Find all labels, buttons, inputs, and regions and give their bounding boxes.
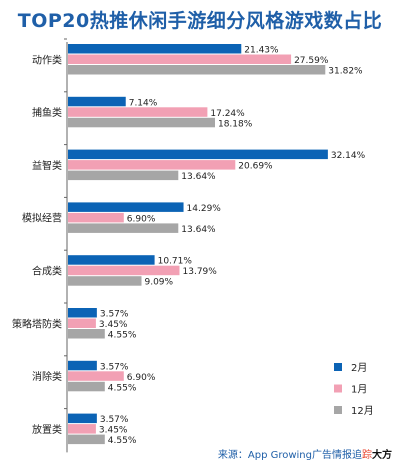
category-label: 合成类: [32, 264, 62, 277]
category-label: 放置类: [32, 423, 62, 436]
bar-value-label: 6.90%: [127, 373, 156, 383]
bar-2月: [68, 44, 242, 54]
bar-value-label: 6.90%: [127, 214, 156, 224]
bar-value-label: 10.71%: [158, 257, 193, 267]
bar-12月: [68, 276, 142, 286]
category-label: 捕鱼类: [32, 106, 62, 119]
source-brand-part-a: 踪: [362, 450, 372, 461]
category-label: 动作类: [32, 53, 62, 66]
source-prefix: 来源：App Growing广告情报追: [217, 450, 362, 461]
bar-value-label: 3.57%: [100, 362, 129, 372]
chart-title: TOP20热推休闲手游细分风格游戏数占比: [17, 10, 383, 32]
bar-1月: [68, 318, 96, 328]
bar-value-label: 3.45%: [99, 426, 128, 436]
bar-value-label: 9.09%: [144, 278, 173, 288]
bar-value-label: 21.43%: [244, 46, 279, 56]
legend-swatch: [334, 406, 342, 414]
bar-1月: [68, 107, 208, 117]
legend-swatch: [334, 363, 342, 371]
category-label: 消除类: [32, 370, 62, 383]
category-label: 模拟经营: [22, 212, 62, 225]
bar-value-label: 20.69%: [238, 162, 273, 172]
bar-value-label: 14.29%: [187, 204, 222, 214]
bar-12月: [68, 223, 179, 233]
bar-value-label: 3.57%: [100, 310, 129, 320]
category-label: 策略塔防类: [12, 317, 62, 330]
bar-1月: [68, 212, 124, 223]
bar-12月: [68, 170, 179, 181]
bar-2月: [68, 202, 184, 212]
bar-value-label: 4.55%: [108, 436, 137, 446]
bar-12月: [68, 65, 326, 75]
bar-2月: [68, 149, 328, 160]
bar-value-label: 13.64%: [181, 172, 216, 182]
bar-1月: [68, 371, 124, 381]
bar-2月: [68, 413, 97, 424]
bar-value-label: 32.14%: [331, 151, 366, 161]
category-label: 益智类: [32, 159, 62, 172]
bar-value-label: 7.14%: [129, 98, 158, 108]
bar-value-label: 27.59%: [294, 56, 329, 66]
bar-1月: [68, 54, 292, 64]
bar-12月: [68, 329, 105, 339]
bar-2月: [68, 308, 97, 318]
bar-value-label: 17.24%: [210, 109, 245, 119]
bar-12月: [68, 434, 105, 445]
legend-label: 1月: [351, 384, 367, 396]
bar-value-label: 13.79%: [183, 267, 218, 277]
legend-swatch: [334, 384, 342, 393]
bar-12月: [68, 381, 105, 392]
source-note: 来源：App Growing广告情报追踪大方: [218, 446, 392, 461]
legend-label: 12月: [351, 405, 374, 417]
bar-2月: [68, 96, 126, 107]
bar-1月: [68, 424, 96, 434]
bar-1月: [68, 265, 180, 276]
bar-value-label: 18.18%: [218, 119, 253, 129]
bar-1月: [68, 160, 236, 170]
bar-value-label: 3.57%: [100, 415, 129, 425]
bar-value-label: 3.45%: [99, 320, 128, 330]
bar-2月: [68, 360, 97, 371]
bar-value-label: 4.55%: [108, 331, 137, 341]
legend-label: 2月: [351, 362, 367, 374]
source-brand-part-b: 大方: [372, 450, 392, 461]
bar-value-label: 13.64%: [181, 225, 216, 235]
bar-value-label: 4.55%: [108, 383, 137, 393]
bar-value-label: 31.82%: [328, 67, 363, 77]
bar-2月: [68, 255, 155, 265]
bar-12月: [68, 117, 215, 128]
